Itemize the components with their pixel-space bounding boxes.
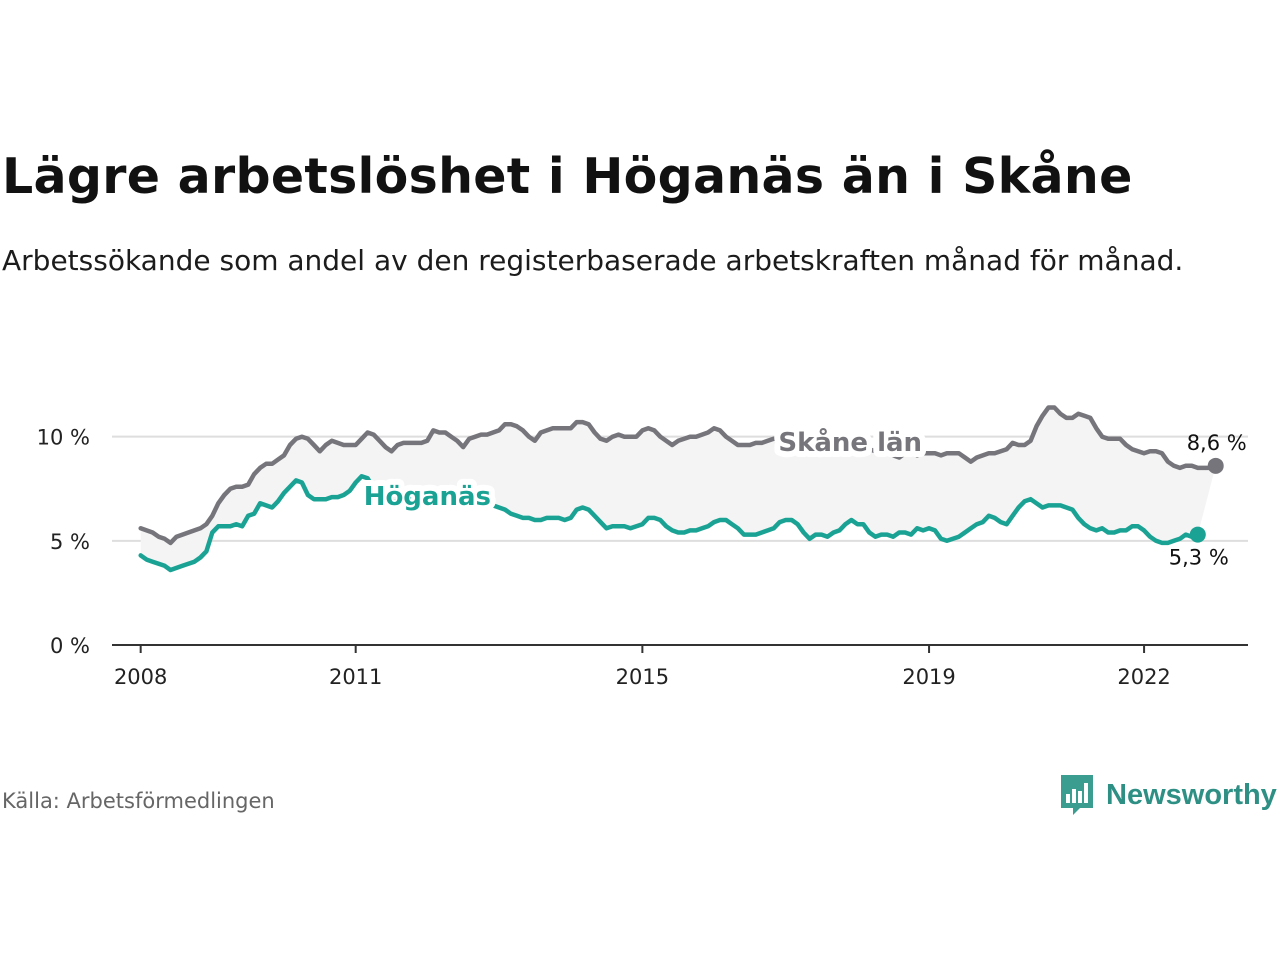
chart-subtitle: Arbetssökande som andel av den registerb…: [2, 244, 1184, 277]
y-axis-ticks: 0 % 5 % 10 %: [37, 426, 90, 658]
end-point-dot: [1189, 526, 1206, 543]
x-tick-label: 2019: [902, 665, 955, 689]
series-line-hoganas: [138, 474, 1201, 573]
brand-name: Newsworthy: [1106, 778, 1277, 811]
end-value-label: 5,3 %: [1169, 546, 1229, 570]
series-inline-label: Höganäs: [364, 482, 491, 512]
series-inline-label: Skåne län: [778, 426, 922, 458]
x-tick-label: 2008: [114, 665, 167, 689]
source-note: Källa: Arbetsförmedlingen: [2, 789, 275, 813]
series-lines: [138, 405, 1218, 573]
chart-title: Lägre arbetslöshet i Höganäs än i Skåne: [2, 148, 1133, 205]
y-tick-label: 5 %: [50, 530, 90, 554]
brand-logo: Newsworthy: [1058, 772, 1277, 818]
x-tick-label: 2015: [616, 665, 669, 689]
series-labels: 8,6 % 5,3 % Skåne län Höganäs: [358, 420, 1247, 570]
x-tick-label: 2022: [1117, 665, 1170, 689]
series-line-skane: [138, 405, 1218, 546]
difference-band: [140, 407, 1216, 570]
x-axis-ticks: 2008 2011 2015 2019 2022: [114, 645, 1171, 689]
end-value-label: 8,6 %: [1187, 431, 1247, 455]
y-tick-label: 0 %: [50, 634, 90, 658]
y-tick-label: 10 %: [37, 426, 90, 450]
x-tick-label: 2011: [329, 665, 382, 689]
end-point-dot: [1207, 457, 1224, 474]
newsworthy-logo-icon: [1061, 775, 1093, 815]
